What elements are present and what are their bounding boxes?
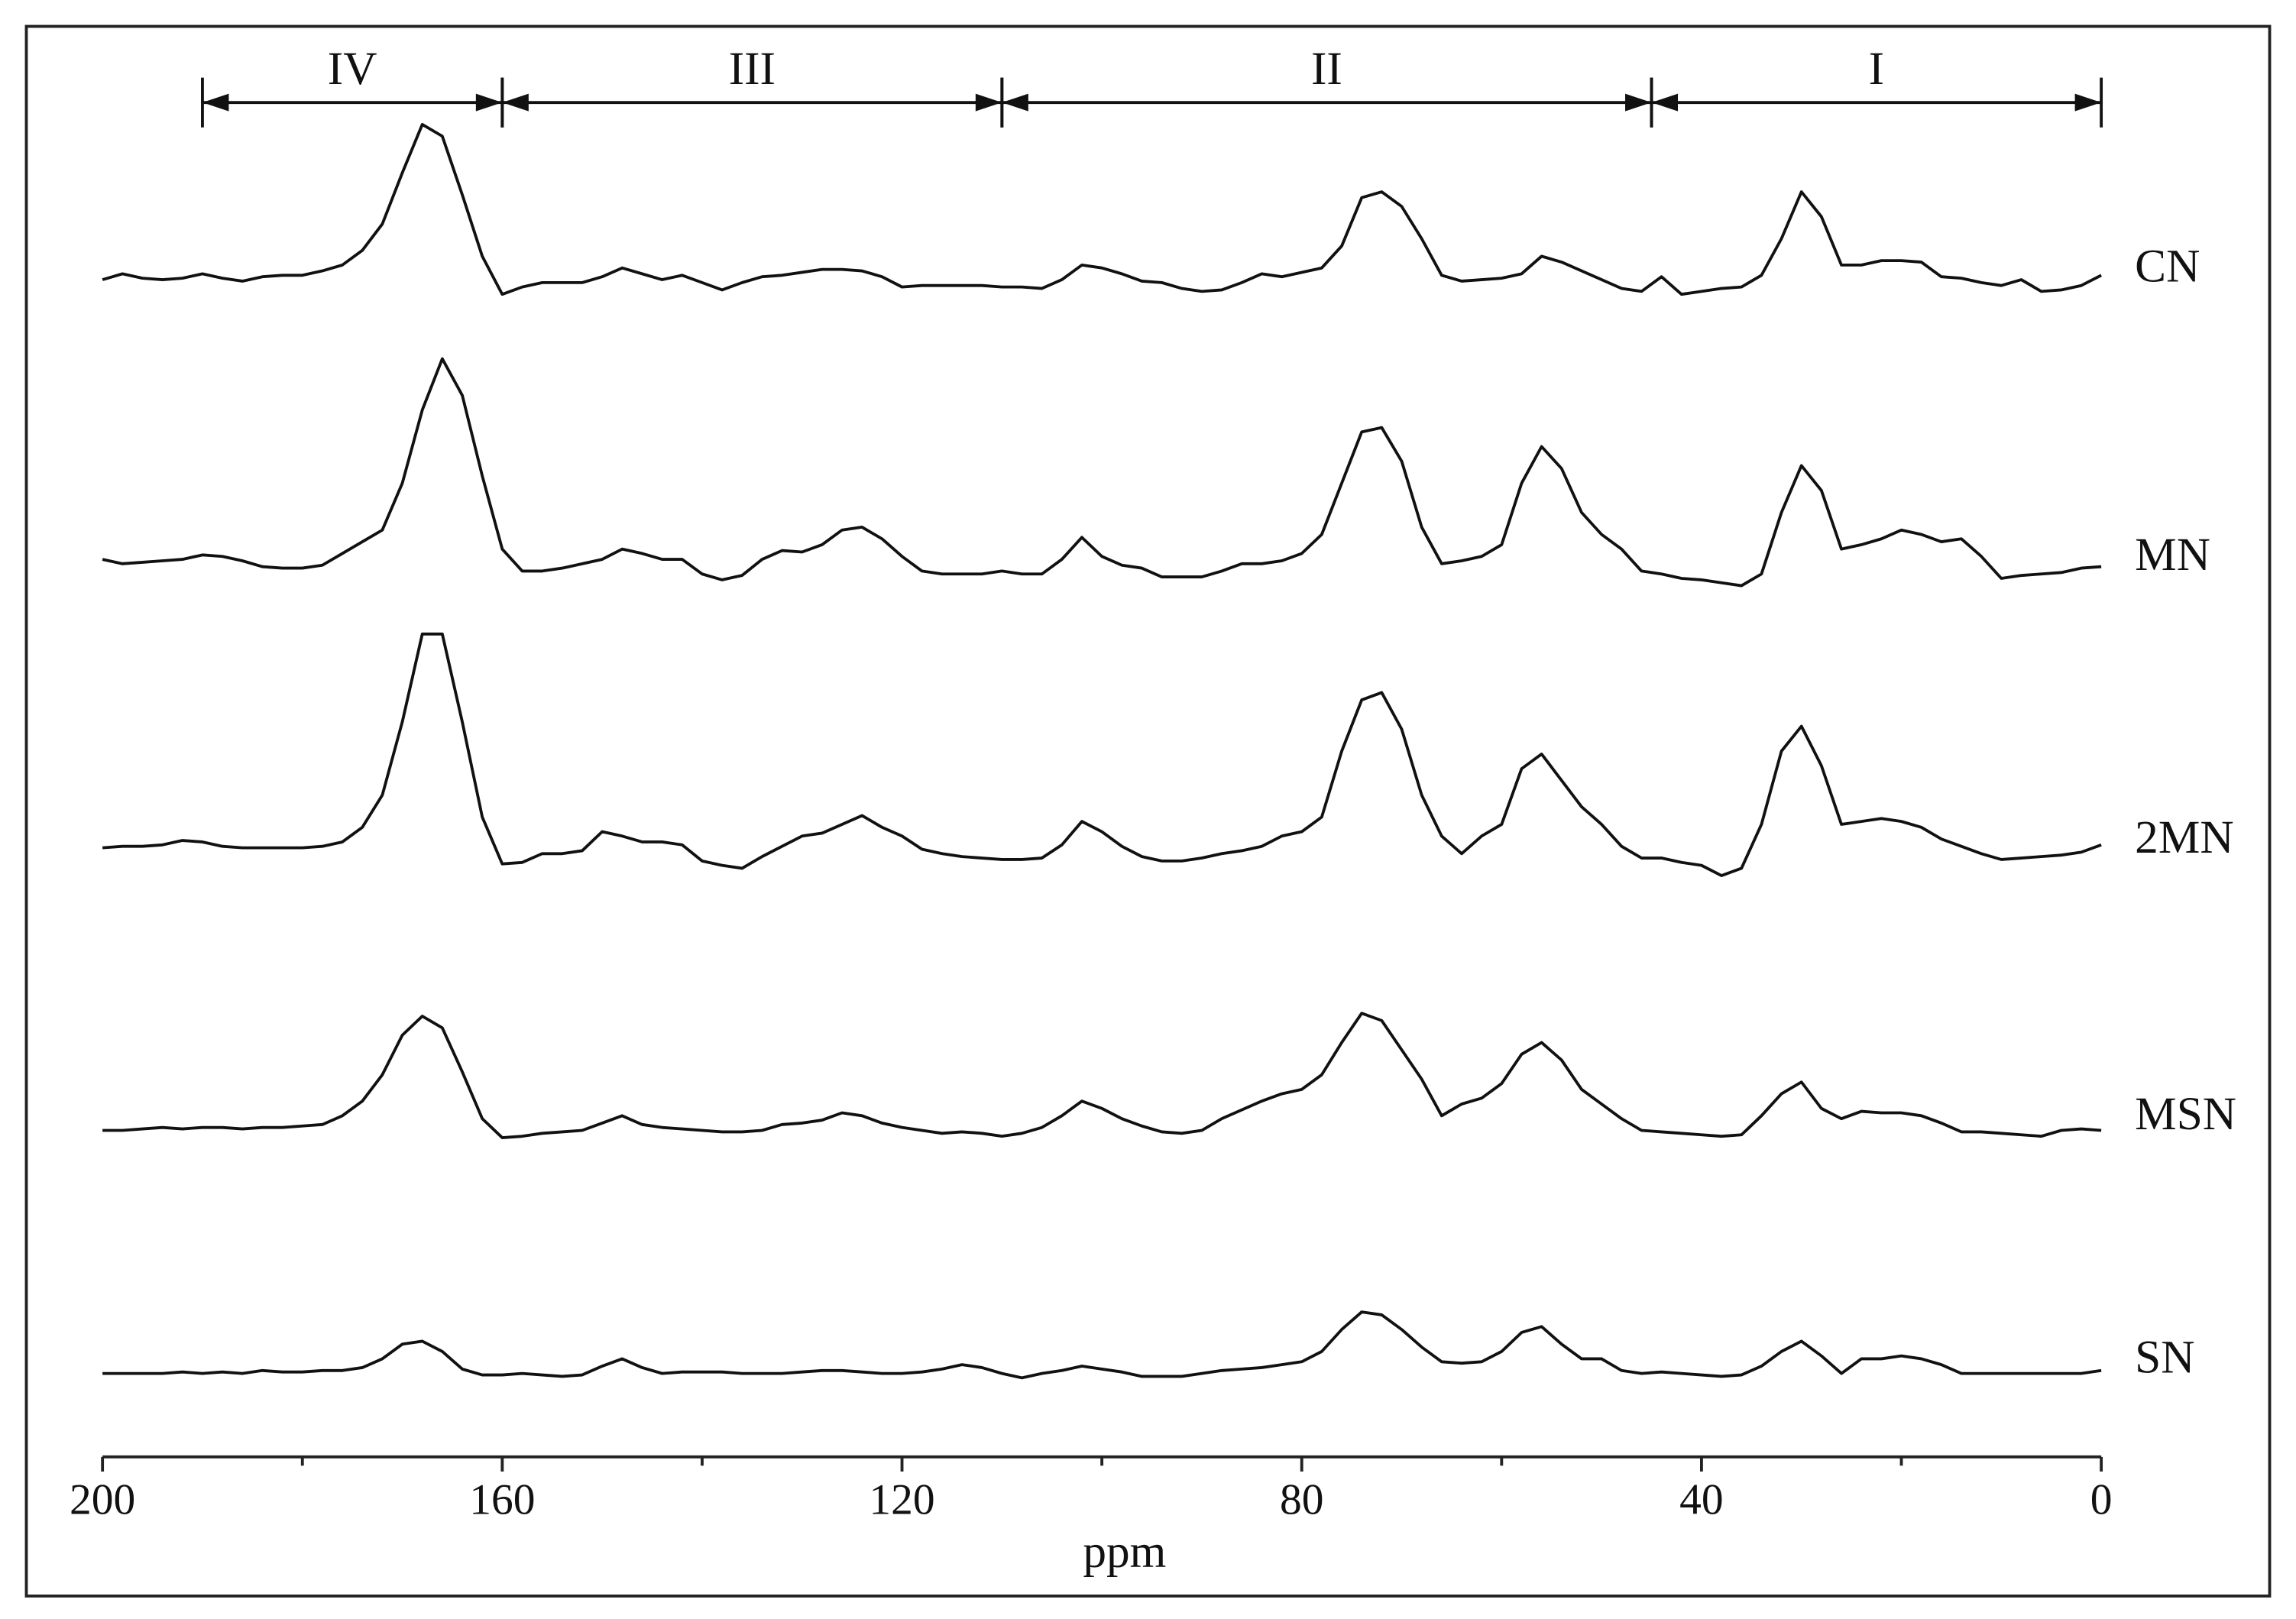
x-tick-label: 0 [2090,1475,2113,1523]
spectrum [102,1310,2102,1380]
arrow-head [1625,93,1652,112]
region-label: IV [328,43,377,95]
arrow-head [2074,93,2102,112]
series-label: 2MN [2135,811,2233,863]
x-tick-label: 160 [469,1475,535,1523]
x-tick-label: 80 [1280,1475,1323,1523]
frame [24,24,2272,1598]
series-label: MSN [2135,1088,2236,1140]
spectrum [102,632,2102,877]
arrow-head [475,93,503,112]
spectrum [102,357,2102,588]
series-label: SN [2135,1331,2194,1383]
region-label: I [1869,43,1884,95]
arrow-head [202,93,229,112]
arrow-head [1002,93,1028,112]
series-label: CN [2135,241,2200,293]
region-label: II [1311,43,1342,95]
spectrum [102,1012,2102,1139]
arrow-head [1651,93,1679,112]
x-axis-label: ppm [1083,1526,1166,1578]
x-tick-label: 40 [1679,1475,1723,1523]
arrow-head [975,93,1002,112]
spectrum [102,122,2102,296]
arrow-head [502,93,529,112]
region-label: III [729,43,776,95]
x-tick-label: 200 [70,1475,135,1523]
x-tick-label: 120 [869,1475,934,1523]
series-label: MN [2135,529,2210,581]
